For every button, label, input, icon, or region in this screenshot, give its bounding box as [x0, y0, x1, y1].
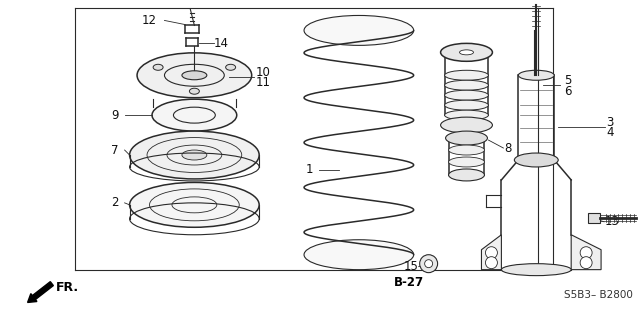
- Ellipse shape: [440, 43, 492, 61]
- Text: 7: 7: [111, 144, 118, 157]
- Text: 14: 14: [214, 37, 228, 50]
- Ellipse shape: [449, 169, 484, 181]
- Ellipse shape: [226, 64, 236, 70]
- Circle shape: [580, 247, 592, 259]
- Ellipse shape: [304, 15, 413, 45]
- Ellipse shape: [167, 145, 222, 165]
- Ellipse shape: [172, 197, 217, 213]
- Text: S5B3– B2800: S5B3– B2800: [564, 290, 632, 300]
- Ellipse shape: [449, 145, 484, 155]
- FancyArrow shape: [28, 282, 53, 302]
- Ellipse shape: [445, 131, 488, 145]
- Ellipse shape: [440, 117, 492, 133]
- Text: 13: 13: [605, 215, 620, 228]
- Text: 6: 6: [564, 85, 572, 98]
- Ellipse shape: [445, 100, 488, 110]
- Text: 4: 4: [606, 126, 614, 138]
- Text: 2: 2: [111, 197, 118, 209]
- Ellipse shape: [515, 153, 558, 167]
- Text: 11: 11: [255, 76, 271, 89]
- Circle shape: [425, 260, 433, 268]
- Text: 5: 5: [564, 74, 572, 87]
- Ellipse shape: [173, 107, 215, 123]
- Text: FR.: FR.: [56, 281, 79, 294]
- Circle shape: [580, 257, 592, 269]
- Ellipse shape: [501, 264, 571, 276]
- Text: 12: 12: [142, 14, 157, 27]
- Ellipse shape: [445, 110, 488, 120]
- Ellipse shape: [152, 99, 237, 131]
- Text: 15: 15: [403, 260, 418, 273]
- Text: 3: 3: [606, 115, 614, 129]
- Ellipse shape: [518, 70, 554, 80]
- Text: 1: 1: [305, 163, 313, 176]
- Ellipse shape: [182, 150, 207, 160]
- Text: 9: 9: [111, 109, 118, 122]
- Polygon shape: [588, 213, 600, 223]
- Text: 8: 8: [505, 142, 512, 154]
- Polygon shape: [571, 235, 601, 270]
- Polygon shape: [481, 235, 501, 270]
- Ellipse shape: [129, 182, 259, 227]
- Ellipse shape: [460, 50, 474, 55]
- Ellipse shape: [150, 189, 239, 221]
- Ellipse shape: [445, 90, 488, 100]
- Ellipse shape: [449, 157, 484, 167]
- Ellipse shape: [445, 80, 488, 90]
- Ellipse shape: [189, 88, 200, 94]
- Ellipse shape: [153, 64, 163, 70]
- Circle shape: [420, 255, 438, 273]
- Ellipse shape: [182, 71, 207, 80]
- Text: B-27: B-27: [394, 276, 424, 289]
- Ellipse shape: [164, 64, 224, 86]
- Circle shape: [486, 247, 497, 259]
- Ellipse shape: [445, 70, 488, 80]
- Ellipse shape: [137, 53, 252, 98]
- Ellipse shape: [147, 137, 242, 173]
- Ellipse shape: [129, 131, 259, 179]
- Ellipse shape: [304, 240, 413, 270]
- Text: 10: 10: [256, 66, 271, 79]
- Circle shape: [486, 257, 497, 269]
